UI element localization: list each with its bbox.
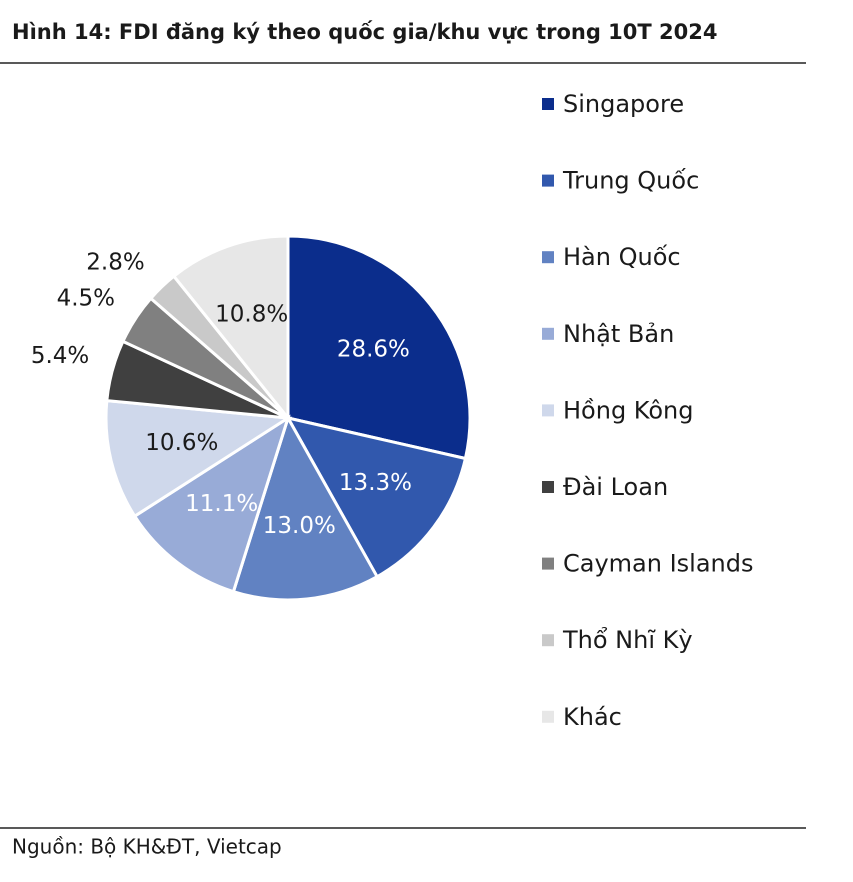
legend-swatch	[542, 634, 554, 647]
value-label: 10.8%	[215, 302, 288, 328]
value-label: 10.6%	[145, 430, 218, 456]
source: Nguồn: Bộ KH&ĐT, Vietcap	[12, 835, 282, 859]
legend-label: Đài Loan	[563, 473, 668, 501]
pie-slice	[286, 234, 472, 461]
legend-swatch	[542, 710, 554, 723]
legend-label: Hồng Kông	[563, 396, 693, 424]
value-label: 13.3%	[339, 470, 412, 496]
pie-slice	[171, 234, 290, 423]
legend-label: Thổ Nhĩ Kỳ	[562, 626, 693, 654]
legend-swatch	[542, 251, 554, 264]
pie-slice	[104, 398, 293, 519]
value-label: 5.4%	[31, 343, 89, 369]
legend-label: Cayman Islands	[563, 550, 754, 578]
legend-label: Singapore	[563, 90, 684, 118]
pie-slice	[132, 414, 291, 594]
legend-swatch	[542, 174, 554, 187]
value-label: 2.8%	[86, 250, 144, 276]
value-label: 11.1%	[185, 491, 258, 517]
legend-swatch	[542, 404, 554, 417]
legend-swatch	[542, 327, 554, 340]
legend-swatch	[542, 557, 554, 570]
legend-swatch	[542, 481, 554, 493]
pie-slice	[231, 414, 380, 602]
value-label: 4.5%	[57, 285, 115, 311]
legend-label: Hàn Quốc	[563, 243, 681, 271]
legend-label: Trung Quốc	[562, 167, 699, 195]
value-label: 13.0%	[263, 513, 336, 539]
legend-label: Nhật Bản	[563, 320, 674, 348]
value-label: 28.6%	[337, 336, 410, 362]
legend-swatch	[542, 98, 554, 110]
pie-slice	[285, 415, 468, 579]
chart-title: Hình 14: FDI đăng ký theo quốc gia/khu v…	[12, 20, 718, 44]
legend-label: Khác	[563, 703, 622, 731]
